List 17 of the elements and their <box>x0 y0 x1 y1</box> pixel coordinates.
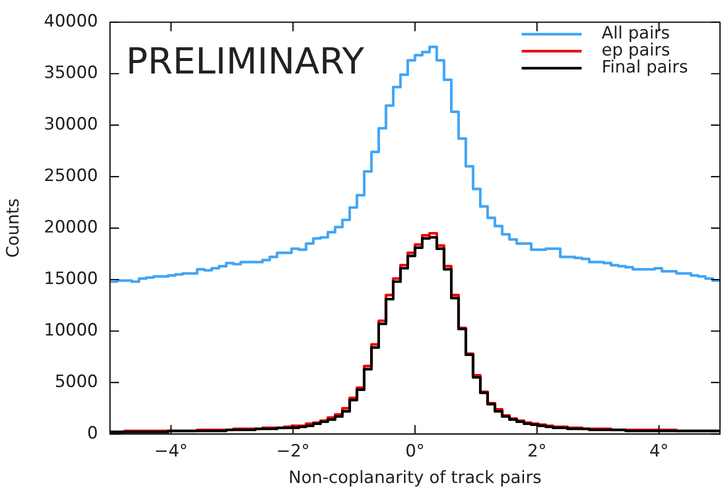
y-tick-label: 0 <box>87 423 98 444</box>
x-tick-label: 4° <box>649 442 669 462</box>
x-axis-title: Non-coplanarity of track pairs <box>288 468 542 488</box>
y-tick-label: 20000 <box>44 218 98 238</box>
x-tick-label: −4° <box>154 442 188 462</box>
y-tick-label: 10000 <box>44 320 98 340</box>
y-tick-label: 25000 <box>44 166 98 186</box>
y-tick-label: 30000 <box>44 114 98 135</box>
x-tick-label: 0° <box>405 442 425 462</box>
x-tick-label: 2° <box>527 442 547 462</box>
y-tick-label: 35000 <box>44 63 98 84</box>
x-tick-label: −2° <box>276 442 310 462</box>
annotation: PRELIMINARY <box>126 42 366 83</box>
y-tick-label: 5000 <box>54 372 98 392</box>
y-axis-title: Counts <box>4 198 24 258</box>
y-tick-label: 40000 <box>44 12 98 32</box>
y-tick-label: 15000 <box>44 268 98 289</box>
